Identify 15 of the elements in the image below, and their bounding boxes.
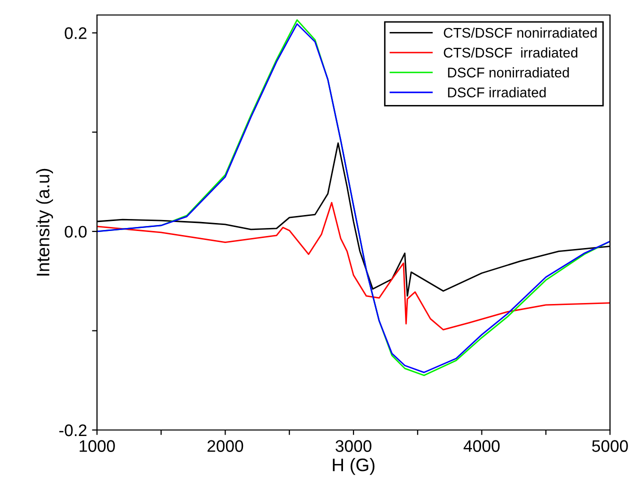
line-series xyxy=(97,202,610,330)
legend-label: DSCF irradiated xyxy=(448,87,546,98)
y-tick-label: 0.0 xyxy=(64,226,87,238)
x-tick-label: 1000 xyxy=(80,440,115,452)
legend-label: CTS/DSCF irradiated xyxy=(444,47,578,58)
x-tick-label: 2000 xyxy=(208,440,244,452)
x-tick-label: 3000 xyxy=(336,440,372,452)
x-tick-label: 4000 xyxy=(464,440,500,452)
legend-label: DSCF nonirradiated xyxy=(448,67,569,78)
y-tick-label: -0.2 xyxy=(59,424,86,436)
x-tick-label: 5000 xyxy=(592,440,628,452)
x-axis-title: H (G) xyxy=(332,458,374,475)
y-tick-label: 0.2 xyxy=(64,27,86,40)
y-axis-title: Intensity (a.u) xyxy=(36,168,54,276)
legend-label: CTS/DSCF nonirradiated xyxy=(444,28,597,38)
